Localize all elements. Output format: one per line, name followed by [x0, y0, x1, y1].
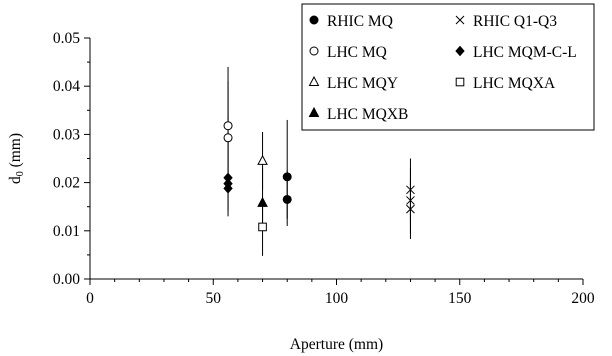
legend-entry-label: LHC MQ: [327, 44, 387, 61]
legend-marker: [455, 15, 465, 25]
legend-marker: [309, 46, 319, 56]
x-tick-label: 200: [571, 290, 595, 307]
data-point: [223, 121, 233, 131]
data-point: [223, 133, 233, 143]
data-point: [257, 196, 268, 207]
data-point: [282, 172, 292, 182]
legend-marker: [455, 77, 465, 87]
axes: 0.00 0.01 0.02 0.03 0.04 0.05 0 50 100 150 200: [53, 30, 595, 307]
x-tick-label: 50: [206, 290, 222, 307]
y-tick-label: 0.00: [53, 271, 80, 288]
legend-box: [301, 3, 595, 131]
legend-marker: [455, 45, 465, 57]
y-tick-label: 0.05: [53, 30, 80, 47]
legend-marker: [309, 15, 319, 25]
data-markers: [223, 121, 415, 232]
data-point: [257, 154, 268, 165]
data-point: [223, 183, 233, 194]
legend-entry-label: RHIC MQ: [327, 13, 393, 30]
legend-entry-label: LHC MQXB: [327, 106, 408, 123]
x-axis-label: Aperture (mm): [290, 336, 383, 353]
y-tick-label: 0.02: [53, 175, 80, 192]
x-tick-label: 100: [325, 290, 349, 307]
legend-marker: [308, 75, 320, 86]
data-point: [406, 185, 415, 195]
data-point: [258, 222, 267, 232]
legend-entry-label: LHC MQY: [327, 75, 398, 92]
y-tick-label: 0.01: [53, 223, 80, 240]
y-tick-label: 0.03: [53, 126, 80, 143]
legend-marker: [308, 106, 320, 117]
data-point: [406, 204, 415, 214]
legend-entry-label: RHIC Q1-Q3: [473, 13, 557, 30]
data-point: [282, 194, 292, 204]
legend-entry-label: LHC MQXA: [473, 75, 556, 92]
legend-entry-label: LHC MQM-C-L: [473, 44, 577, 61]
x-tick-label: 150: [448, 290, 472, 307]
y-axis-label: d0 (mm): [7, 133, 26, 184]
data-point: [406, 196, 415, 205]
x-tick-label: 0: [86, 290, 94, 307]
legend: RHIC MQ RHIC Q1-Q3 LHC MQ LHC MQM-C-L LHC MQ…: [301, 3, 595, 131]
y-tick-label: 0.04: [53, 78, 80, 95]
